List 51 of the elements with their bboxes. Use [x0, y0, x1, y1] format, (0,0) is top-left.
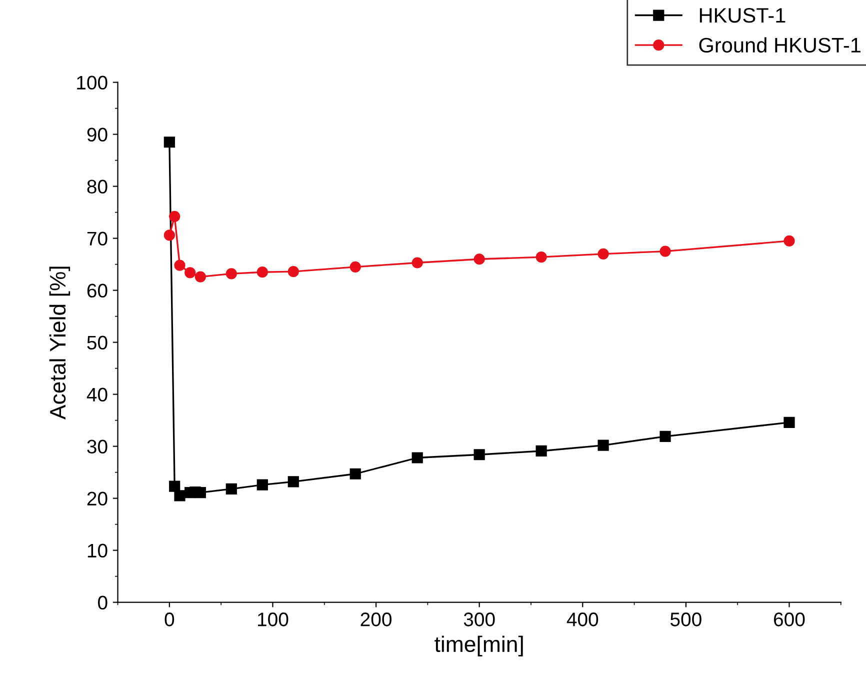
x-tick-label: 300 [464, 612, 495, 626]
x-tick-label: 200 [360, 612, 392, 626]
point [169, 480, 180, 492]
point [169, 210, 180, 222]
point [194, 487, 206, 498]
point [288, 476, 299, 488]
point [174, 260, 186, 271]
point [164, 230, 175, 241]
point [184, 267, 196, 278]
x-tick-label: 500 [670, 612, 702, 626]
y-tick-label: 90 [87, 128, 108, 142]
x-tick-label: 0 [164, 612, 174, 626]
point [174, 490, 186, 502]
point [536, 251, 547, 263]
y-tick-label: 0 [98, 596, 108, 610]
point [164, 136, 175, 148]
point [598, 440, 609, 451]
point [474, 449, 485, 460]
y-tick-label: 20 [87, 492, 108, 506]
point [784, 235, 795, 246]
point [350, 468, 361, 480]
point [536, 445, 547, 457]
y-tick-label: 10 [88, 544, 108, 558]
point [660, 430, 671, 442]
y-tick-label: 100 [77, 76, 108, 90]
x-axis-title: time[min] [434, 636, 523, 656]
point [598, 248, 609, 260]
point [194, 271, 206, 282]
y-tick-label: 60 [87, 284, 108, 298]
point [256, 266, 268, 278]
y-tick-label: 70 [87, 232, 108, 246]
point [226, 268, 237, 280]
y-axis-title: Acetal Yield [%] [49, 266, 70, 420]
point [288, 266, 299, 278]
x-tick-label: 400 [566, 612, 598, 626]
point [412, 257, 423, 268]
point [784, 416, 795, 428]
legend-label: Ground HKUST-1 [699, 37, 860, 53]
x-tick-label: 600 [774, 612, 805, 626]
x-tick-label: 100 [258, 612, 288, 626]
point [350, 261, 361, 272]
point [256, 479, 268, 490]
legend-label: HKUST-1 [700, 8, 786, 23]
y-tick-label: 40 [86, 388, 108, 402]
point [412, 452, 423, 464]
point [474, 254, 485, 265]
y-tick-label: 50 [87, 336, 108, 350]
y-tick-label: 80 [87, 180, 108, 194]
y-tick-label: 30 [87, 440, 108, 454]
point [660, 246, 671, 257]
point [226, 483, 237, 495]
